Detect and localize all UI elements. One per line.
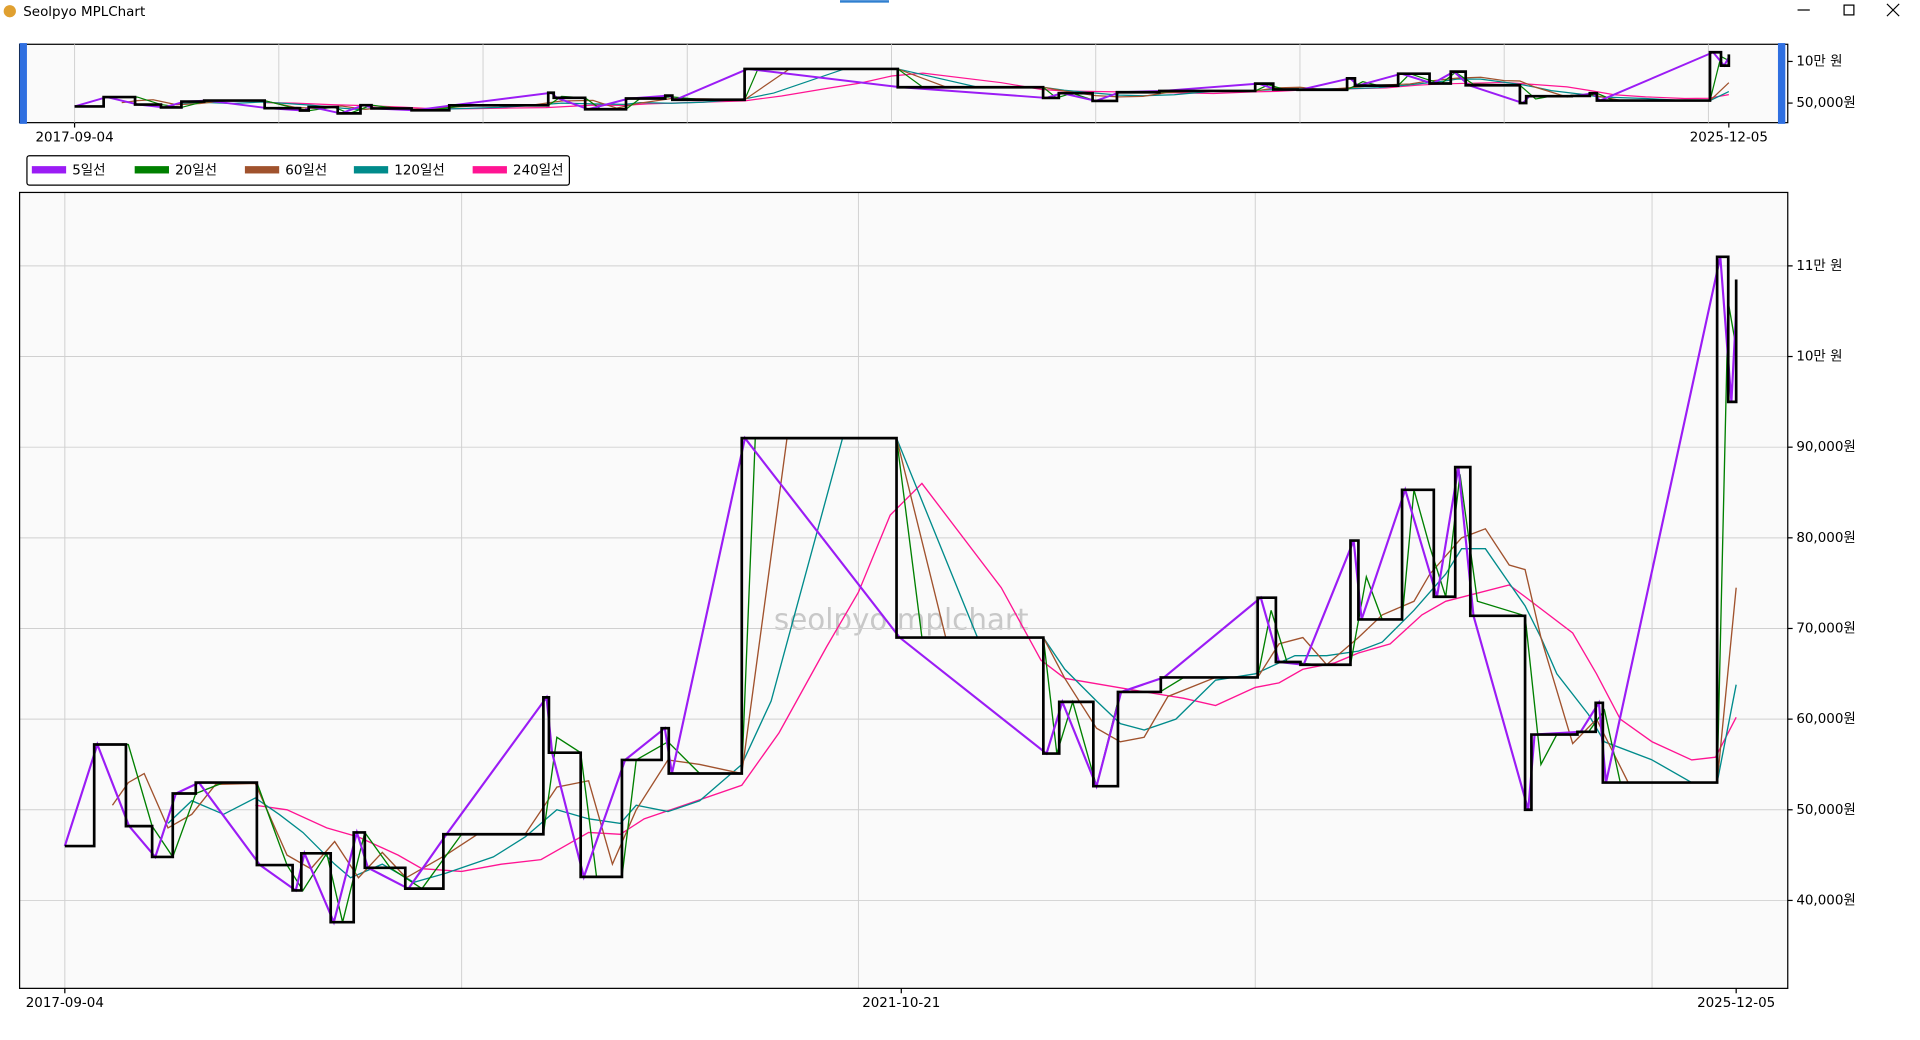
y-tick-label: 10만 원 — [1796, 349, 1842, 365]
legend-label: 5일선 — [72, 162, 105, 178]
price-line — [74, 50, 1731, 115]
legend-swatch — [244, 166, 280, 174]
legend-label: 60일선 — [285, 162, 327, 178]
window-title: Seolpyo MPLChart — [23, 5, 145, 20]
legend-swatch — [134, 166, 169, 174]
y-tick-label: 80,000원 — [1796, 530, 1855, 546]
legend-label: 240일선 — [513, 162, 563, 178]
watermark: seolpyo mplchart — [774, 603, 1029, 637]
x-tick-label: 2017-09-04 — [35, 130, 113, 145]
tab-indicator — [840, 0, 889, 3]
y-tick-label: 11만 원 — [1796, 258, 1842, 274]
x-tick-label: 2017-09-04 — [26, 996, 104, 1011]
plot-frame — [18, 191, 1789, 989]
y-tick-label: 40,000원 — [1796, 892, 1855, 908]
title-bar — [0, 0, 1920, 24]
y-tick-label: 90,000원 — [1796, 439, 1855, 455]
legend: 5일선 20일선 60일선 120일선 240일선 — [31, 162, 563, 178]
close-button[interactable] — [1886, 3, 1900, 17]
y-tick-label: 10만 원 — [1796, 53, 1842, 69]
moving-average-line — [63, 256, 1738, 926]
x-tick-label: 2025-12-05 — [1690, 130, 1768, 145]
x-tick-label: 2025-12-05 — [1697, 996, 1775, 1011]
moving-average-line — [255, 482, 1737, 873]
overview-chart: 10만 원 50,000원 2017-09-04 2025-12-05 — [35, 44, 1856, 145]
x-tick-label: 2021-10-21 — [862, 996, 940, 1011]
moving-average-line — [263, 72, 1729, 110]
legend-swatch — [472, 166, 507, 174]
legend-label: 120일선 — [394, 162, 444, 178]
price-line — [64, 255, 1738, 924]
app-icon — [3, 5, 16, 18]
y-tick-label: 50,000원 — [1796, 802, 1855, 818]
main-chart: 40,000원 50,000원 60,000원 70,000원 80,000원 90,00… — [19, 192, 1856, 1011]
plot-area — [19, 192, 1788, 989]
legend-swatch — [353, 166, 389, 174]
legend-frame — [26, 155, 570, 186]
y-tick-label: 70,000원 — [1796, 620, 1855, 636]
y-tick-label: 50,000원 — [1796, 95, 1855, 111]
legend-swatch — [31, 166, 67, 174]
y-tick-label: 60,000원 — [1796, 711, 1855, 727]
restore-button[interactable] — [1843, 4, 1855, 16]
legend-label: 20일선 — [175, 162, 217, 178]
range-handle-left[interactable] — [19, 43, 27, 124]
range-handle-right[interactable] — [1777, 43, 1786, 124]
